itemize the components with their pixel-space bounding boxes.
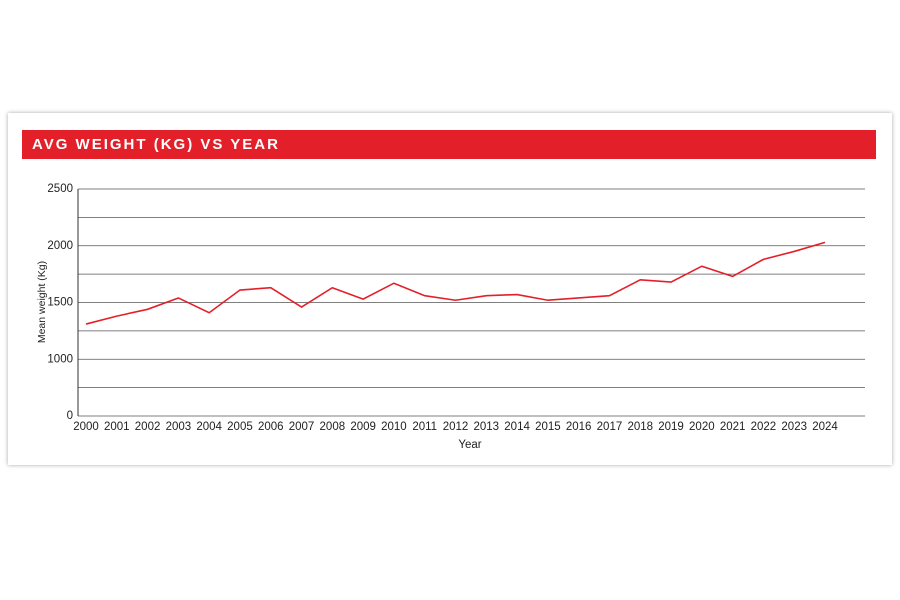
y-tick-label: 1000 [47,353,73,365]
x-tick-label: 2007 [289,421,315,433]
x-tick-label: 2016 [566,421,592,433]
y-tick-label: 2500 [47,183,73,195]
y-tick-label: 0 [67,410,73,422]
x-tick-label: 2001 [104,421,130,433]
y-tick-label: 1500 [47,297,73,309]
x-tick-label: 2010 [381,421,407,433]
x-tick-label: 2017 [597,421,623,433]
x-tick-label: 2000 [73,421,99,433]
x-tick-label: 2014 [504,421,530,433]
card [8,113,892,465]
x-tick-label: 2019 [658,421,684,433]
x-tick-label: 2013 [473,421,499,433]
x-tick-label: 2011 [412,421,437,433]
x-tick-label: 2008 [320,421,346,433]
x-tick-label: 2021 [720,421,746,433]
x-tick-label: 2012 [443,421,469,433]
x-tick-label: 2023 [781,421,807,433]
x-tick-label: 2002 [135,421,161,433]
x-tick-label: 2005 [227,421,253,433]
x-tick-label: 2024 [812,421,838,433]
x-tick-label: 2015 [535,421,561,433]
chart-title: AVG WEIGHT (KG) VS YEAR [32,136,280,153]
y-axis-title: Mean weight (Kg) [36,261,48,343]
x-tick-label: 2003 [166,421,192,433]
y-tick-label: 2000 [47,240,73,252]
x-tick-label: 2009 [350,421,376,433]
x-tick-label: 2022 [751,421,777,433]
title-bar [22,130,876,159]
x-tick-label: 2004 [196,421,222,433]
x-axis-title: Year [458,439,481,451]
x-tick-label: 2006 [258,421,284,433]
x-tick-label: 2020 [689,421,715,433]
data-line [85,241,826,325]
x-tick-label: 2018 [627,421,653,433]
